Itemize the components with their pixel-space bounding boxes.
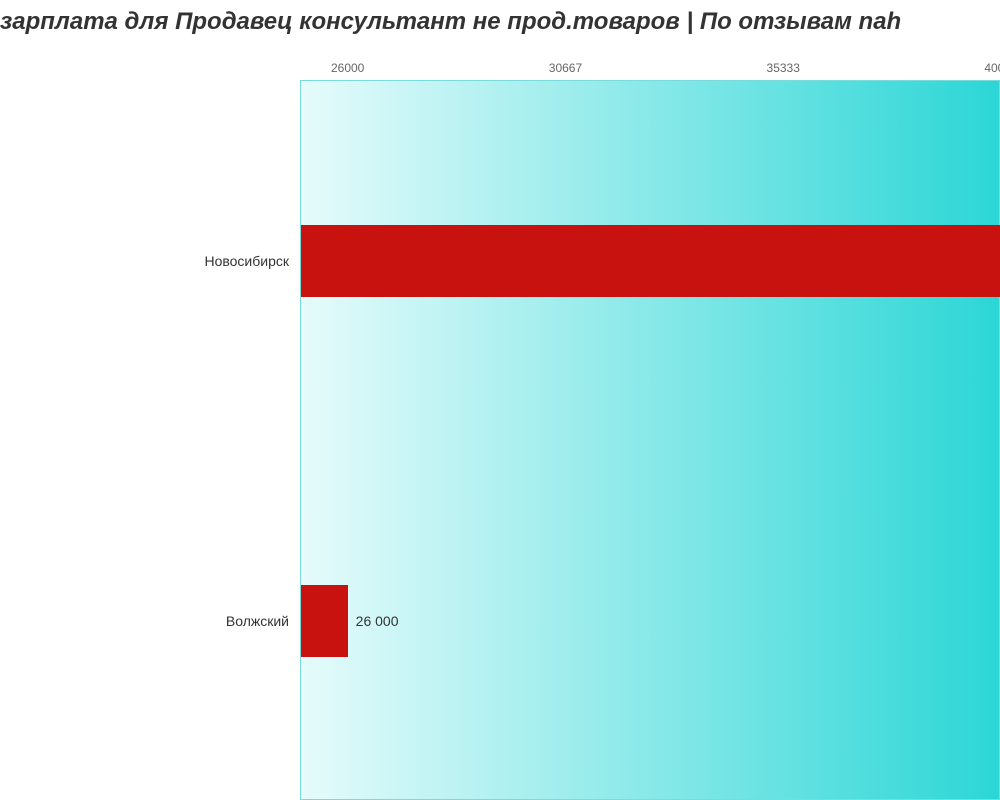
bar-value-volzhsky: 26 000: [356, 613, 399, 629]
chart-area: 26000 30667 35333 40000 Новосибирск Волж…: [0, 50, 1000, 800]
plot-area: 26000 30667 35333 40000 Новосибирск Волж…: [300, 80, 1000, 800]
chart-title: зарплата для Продавец консультант не про…: [0, 8, 901, 36]
bar-volzhsky: [301, 585, 348, 657]
y-label-volzhsky: Волжский: [226, 613, 289, 629]
y-label-novosibirsk: Новосибирск: [204, 253, 289, 269]
x-tick-3: 40000: [984, 61, 1000, 75]
bar-novosibirsk: [301, 225, 1000, 297]
x-tick-1: 30667: [549, 61, 582, 75]
x-tick-2: 35333: [767, 61, 800, 75]
x-tick-0: 26000: [331, 61, 364, 75]
